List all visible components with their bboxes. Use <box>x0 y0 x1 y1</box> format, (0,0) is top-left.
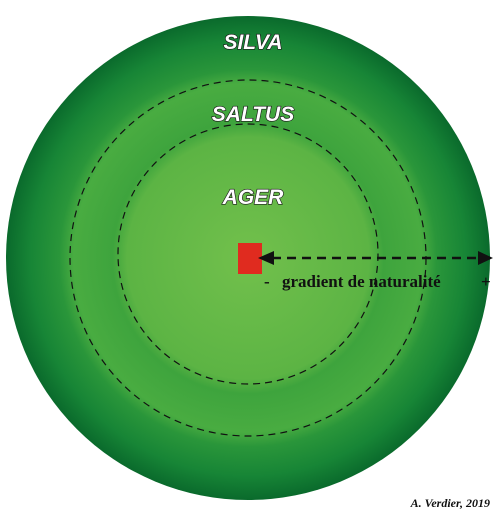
ager-boundary <box>117 123 379 385</box>
zone-label: SALTUS <box>212 103 294 126</box>
gradient-minus: - <box>264 272 270 291</box>
zone-label: AGER <box>222 186 285 209</box>
gradient-label: gradient de naturalité <box>282 272 441 291</box>
arrow-head <box>258 251 274 265</box>
settlement <box>238 243 262 274</box>
gradient-plus: + <box>481 272 491 291</box>
arrow-head <box>478 251 493 265</box>
credit: A. Verdier, 2019 <box>410 496 490 510</box>
zone-label: SILVA <box>223 31 282 54</box>
